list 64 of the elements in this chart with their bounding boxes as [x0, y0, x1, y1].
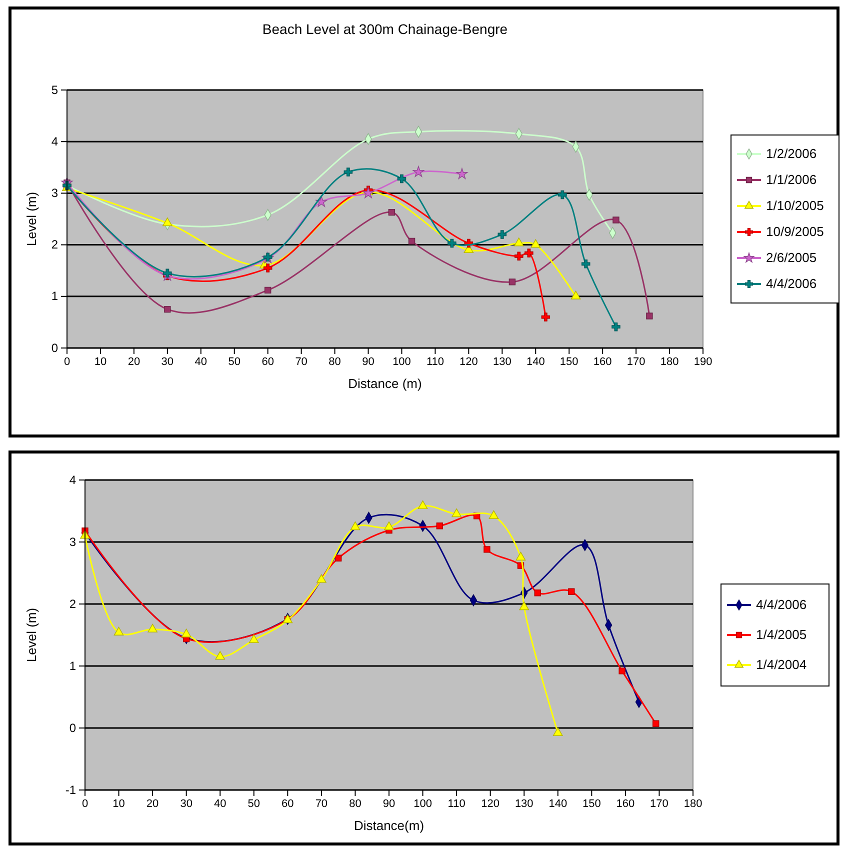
legend-label: 1/2/2006 [766, 146, 817, 161]
y-tick-label: 1 [69, 658, 76, 673]
x-tick-label: 80 [349, 798, 362, 810]
legend-label: 10/9/2005 [766, 224, 824, 239]
x-tick-label: 130 [514, 798, 534, 810]
x-tick-label: 10 [94, 356, 107, 368]
x-tick-label: 40 [194, 356, 208, 368]
x-tick-label: 170 [626, 356, 646, 368]
x-tick-label: 180 [660, 356, 679, 368]
y-tick-label: 0 [69, 720, 76, 735]
x-tick-label: 40 [214, 798, 226, 810]
x-tick-label: 140 [548, 798, 568, 810]
x-tick-label: 100 [414, 798, 432, 810]
x-tick-label: 100 [392, 356, 411, 368]
x-tick-label: 110 [448, 798, 466, 810]
x-tick-label: 80 [328, 356, 341, 368]
x-tick-label: 150 [560, 356, 578, 368]
x-tick-label: 140 [526, 356, 545, 368]
legend-label: 1/1/2006 [766, 172, 817, 187]
x-tick-label: 160 [593, 356, 612, 368]
x-axis-title: Distance(m) [354, 818, 424, 833]
x-tick-label: 30 [180, 798, 192, 810]
x-tick-label: 90 [382, 798, 396, 810]
x-tick-label: 10 [112, 798, 125, 810]
legend-label: 4/4/2006 [756, 597, 807, 612]
x-tick-label: 30 [161, 356, 174, 368]
x-tick-label: 70 [315, 798, 328, 810]
legend-label: 2/6/2005 [766, 250, 817, 265]
y-tick-label: 3 [69, 534, 76, 549]
x-tick-label: 90 [362, 356, 374, 368]
x-tick-label: 120 [481, 798, 500, 810]
x-tick-label: 50 [228, 356, 240, 368]
x-axis-title: Distance (m) [348, 376, 422, 391]
x-tick-label: 60 [262, 356, 274, 368]
y-tick-label: 2 [51, 238, 58, 252]
y-axis-title: Level (m) [24, 608, 39, 662]
y-tick-label: 5 [51, 82, 58, 97]
legend-label: 1/4/2005 [756, 627, 807, 642]
x-tick-label: 20 [128, 356, 140, 368]
y-tick-label: 4 [69, 472, 76, 487]
x-tick-label: 190 [694, 356, 712, 368]
x-tick-label: 60 [282, 798, 294, 810]
x-tick-label: 20 [146, 798, 159, 810]
y-tick-label: 4 [51, 134, 58, 148]
y-tick-label: 0 [51, 340, 58, 355]
legend-label: 1/10/2005 [766, 198, 824, 213]
x-tick-label: 110 [426, 356, 444, 368]
y-tick-label: 2 [69, 596, 76, 611]
chart-title: Beach Level at 300m Chainage-Bengre [262, 21, 508, 37]
x-tick-label: 70 [295, 356, 308, 368]
y-tick-label: -1 [65, 782, 76, 797]
x-tick-label: 150 [582, 798, 601, 810]
x-tick-label: 0 [82, 798, 88, 810]
y-tick-label: 3 [51, 186, 58, 200]
x-tick-label: 120 [460, 356, 478, 368]
legend-label: 1/4/2004 [756, 657, 807, 672]
legend-label: 4/4/2006 [766, 276, 817, 291]
y-axis-title: Level (m) [24, 192, 39, 246]
x-tick-label: 160 [616, 798, 635, 810]
x-tick-label: 50 [248, 798, 260, 810]
x-tick-label: 180 [684, 798, 702, 810]
y-tick-label: 1 [51, 289, 58, 304]
x-tick-label: 130 [492, 356, 512, 368]
x-tick-label: 170 [650, 798, 668, 810]
